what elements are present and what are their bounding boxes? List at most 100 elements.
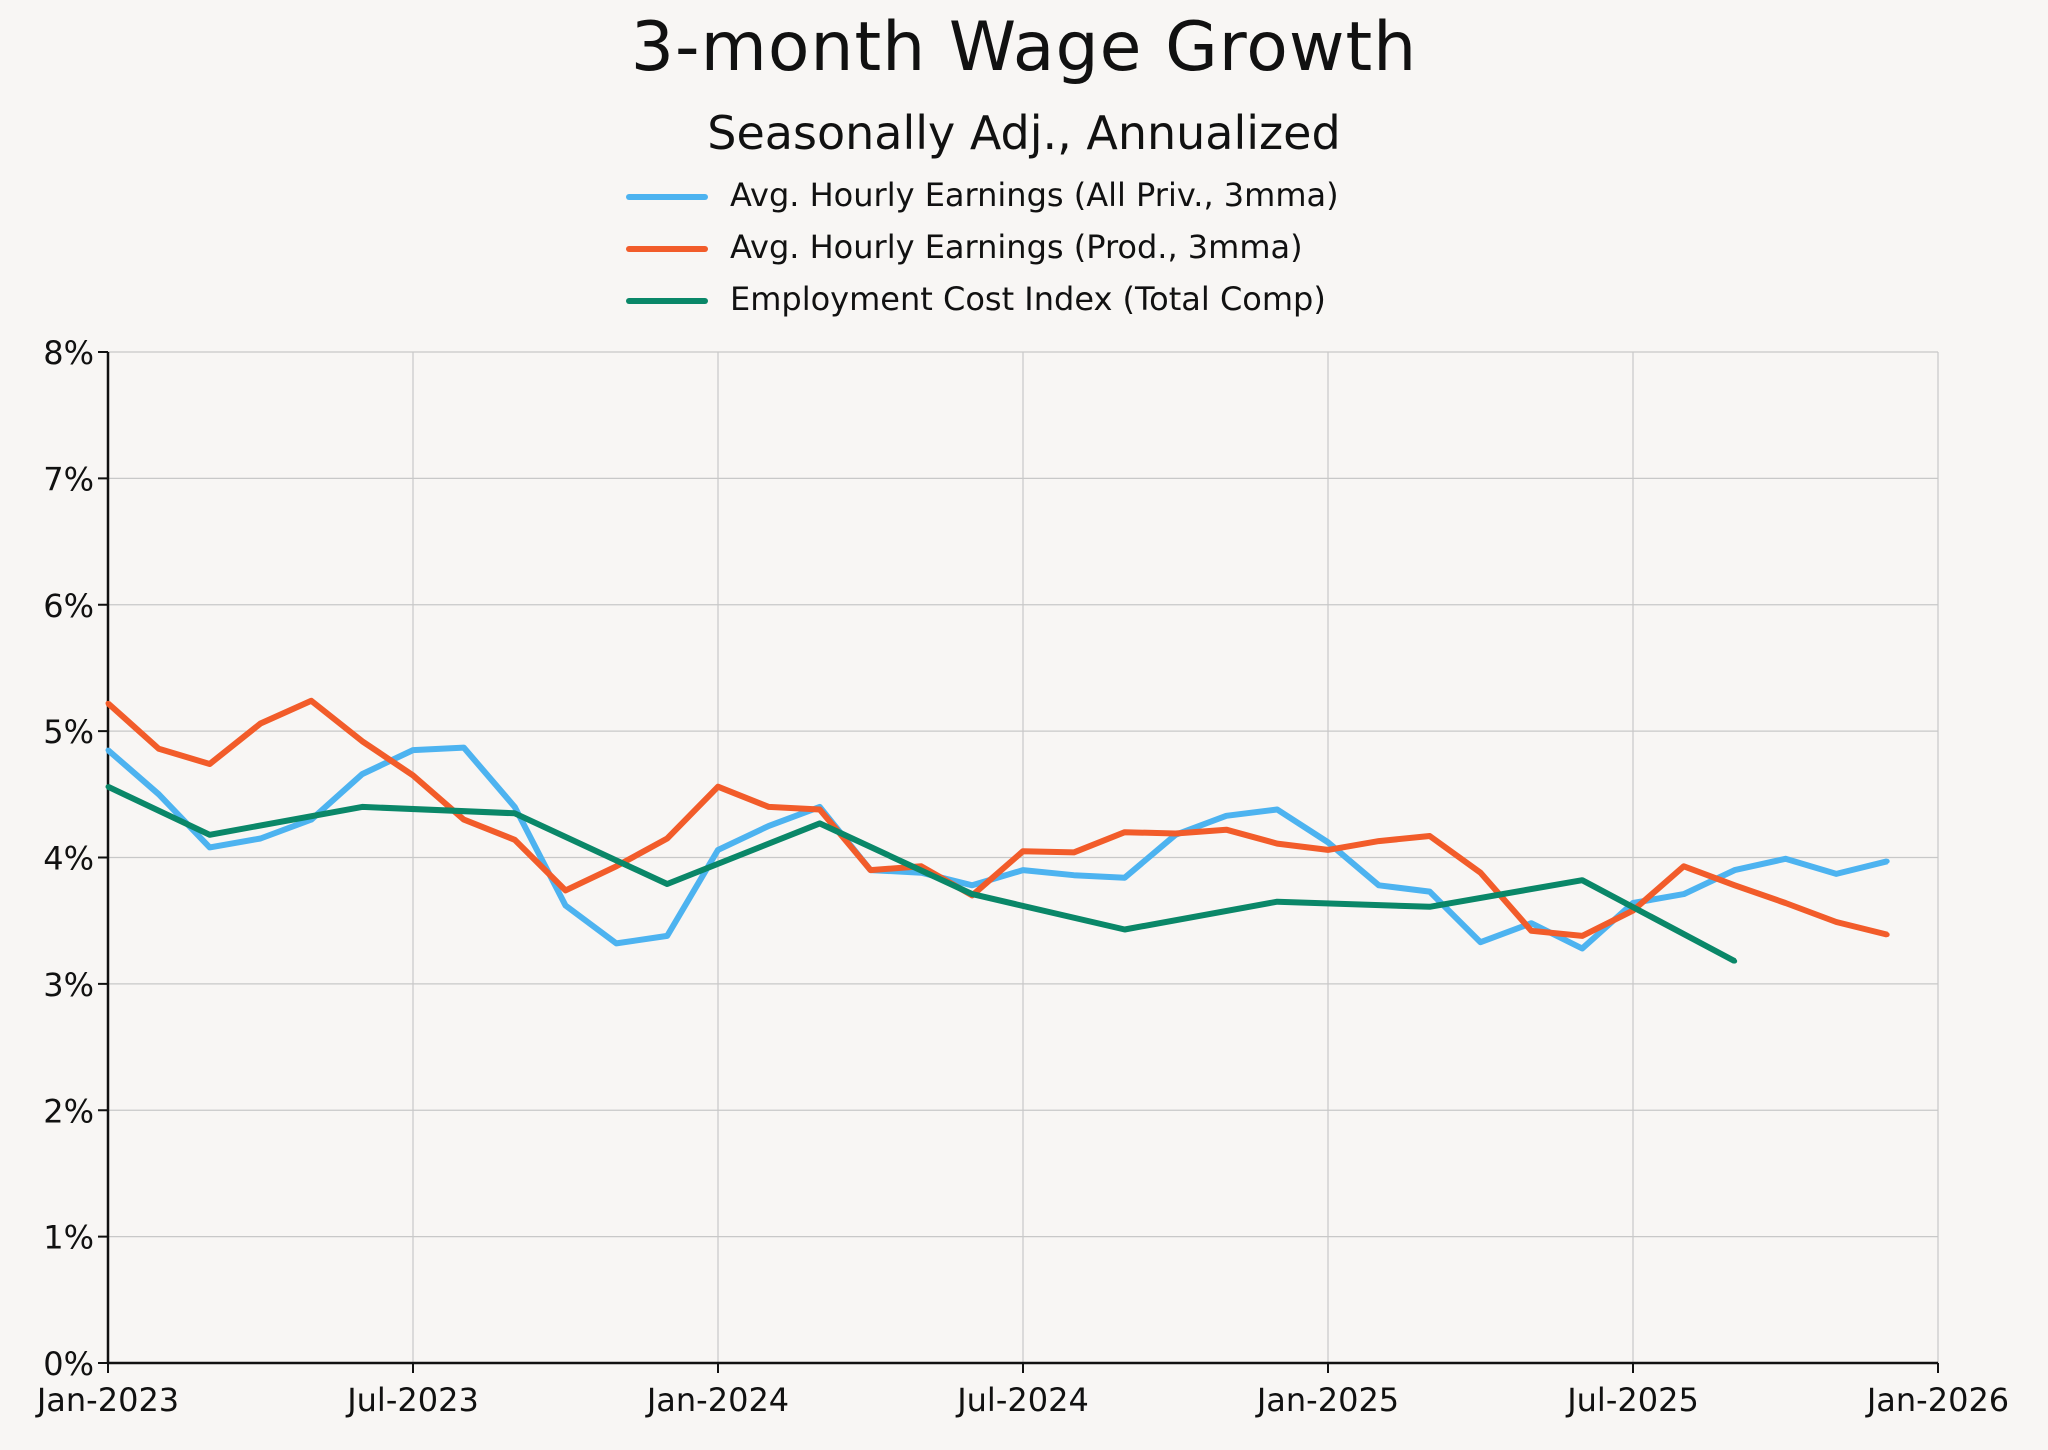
data-point-ahe-all-private [1579,945,1585,951]
x-tick-label: Jan-2025 [1255,1381,1399,1419]
data-point-eci-total-comp [969,891,975,897]
data-point-ahe-all-private [1376,882,1382,888]
data-point-eci-total-comp [664,881,670,887]
data-point-ahe-production [1884,932,1890,938]
data-point-ahe-production [1325,847,1331,853]
y-tick-label: 1% [43,1219,94,1257]
data-point-ahe-all-private [1122,875,1128,881]
data-point-ahe-all-private [1274,806,1280,812]
data-point-ahe-production [156,746,162,752]
data-point-ahe-production [1833,919,1839,925]
data-point-eci-total-comp [359,804,365,810]
data-point-ahe-production [868,867,873,873]
data-point-ahe-production [1427,833,1433,839]
chart-subtitle: Seasonally Adj., Annualized [707,106,1341,160]
data-point-ahe-all-private [613,940,619,946]
x-tick-label: Jan-2023 [35,1381,179,1419]
data-point-eci-total-comp [1122,927,1128,933]
data-point-ahe-all-private [1427,889,1433,895]
y-tick-label: 6% [43,587,94,625]
data-point-ahe-all-private [1071,872,1077,878]
data-point-ahe-production [1783,900,1788,906]
data-point-ahe-production [1579,933,1585,939]
data-point-eci-total-comp [1579,877,1585,883]
y-tick-label: 3% [43,966,94,1004]
y-tick-label: 7% [43,460,94,498]
x-tick-label: Jan-2026 [1865,1381,2009,1419]
data-point-ahe-all-private [766,823,772,829]
data-point-ahe-all-private [156,791,162,797]
chart-title: 3-month Wage Growth [630,8,1418,87]
data-point-ahe-production [258,721,263,727]
data-point-eci-total-comp [207,832,213,838]
data-point-eci-total-comp [105,784,111,790]
data-point-ahe-production [1732,882,1738,888]
gridlines [107,351,1939,1364]
data-point-ahe-production [664,836,670,842]
data-point-ahe-production [715,784,721,790]
y-tick-label: 4% [43,840,94,878]
x-tick-label: Jul-2023 [345,1381,479,1419]
data-point-ahe-all-private [715,847,721,853]
data-point-ahe-production [1478,870,1483,876]
series-line-ahe-production [105,697,1888,939]
data-point-eci-total-comp [1732,958,1738,964]
data-point-ahe-production [359,738,365,744]
data-point-ahe-production [766,804,772,810]
data-point-ahe-production [1173,830,1178,836]
data-point-ahe-production [1020,848,1026,854]
data-point-ahe-all-private [1783,856,1788,862]
data-point-ahe-production [410,772,416,778]
series-line-eci-total-comp [106,783,1737,964]
data-point-ahe-production [512,837,518,843]
data-point-ahe-production [563,887,568,893]
y-tick-label: 5% [43,713,94,751]
data-point-ahe-all-private [1681,891,1687,897]
series-line-ahe-all-private [106,744,1888,952]
data-point-ahe-production [1071,849,1077,855]
legend-label: Avg. Hourly Earnings (Prod., 3mma) [730,228,1303,266]
data-point-ahe-production [1223,827,1229,833]
data-point-ahe-all-private [1732,867,1738,873]
y-tick-label: 0% [43,1345,94,1383]
data-point-ahe-all-private [207,844,213,850]
legend-swatch [626,246,708,252]
data-point-ahe-production [817,806,823,812]
data-point-ahe-production [1122,829,1128,835]
data-point-ahe-production [207,761,213,767]
data-point-ahe-production [308,698,314,704]
y-tick-label: 2% [43,1092,94,1130]
legend-swatch [626,298,708,304]
data-point-ahe-production [105,700,111,706]
data-point-ahe-all-private [1528,920,1534,926]
data-point-ahe-all-private [1223,813,1229,819]
legend-label: Employment Cost Index (Total Comp) [730,280,1326,318]
data-point-ahe-production [1274,841,1280,847]
legend-label: Avg. Hourly Earnings (All Priv., 3mma) [730,176,1339,214]
data-point-eci-total-comp [1274,899,1280,905]
x-tick-label: Jul-2024 [955,1381,1089,1419]
data-point-ahe-all-private [359,771,365,777]
x-tick-label: Jul-2025 [1565,1381,1699,1419]
data-point-ahe-production [613,863,619,869]
y-tick-label: 8% [43,334,94,372]
data-point-ahe-production [1681,863,1687,869]
data-point-ahe-all-private [461,745,467,751]
data-point-ahe-all-private [512,804,518,810]
legend-swatch [626,194,708,200]
data-point-eci-total-comp [1427,904,1433,910]
data-point-ahe-all-private [563,903,568,909]
data-point-eci-total-comp [817,820,823,826]
series-lines [105,697,1890,964]
data-point-ahe-all-private [105,747,111,753]
data-point-ahe-all-private [1325,839,1331,845]
data-point-ahe-all-private [1884,858,1890,864]
data-point-ahe-all-private [1020,867,1026,873]
data-point-eci-total-comp [512,810,518,816]
data-point-ahe-all-private [1478,939,1483,945]
data-point-ahe-all-private [969,882,975,888]
data-point-ahe-production [1528,928,1534,934]
axes: 0% 1% 2% 3% 4% 5% 6% 7% 8% Jan-2023 Jul-2023 Jan-20… [35,334,2009,1419]
data-point-ahe-production [461,817,467,823]
